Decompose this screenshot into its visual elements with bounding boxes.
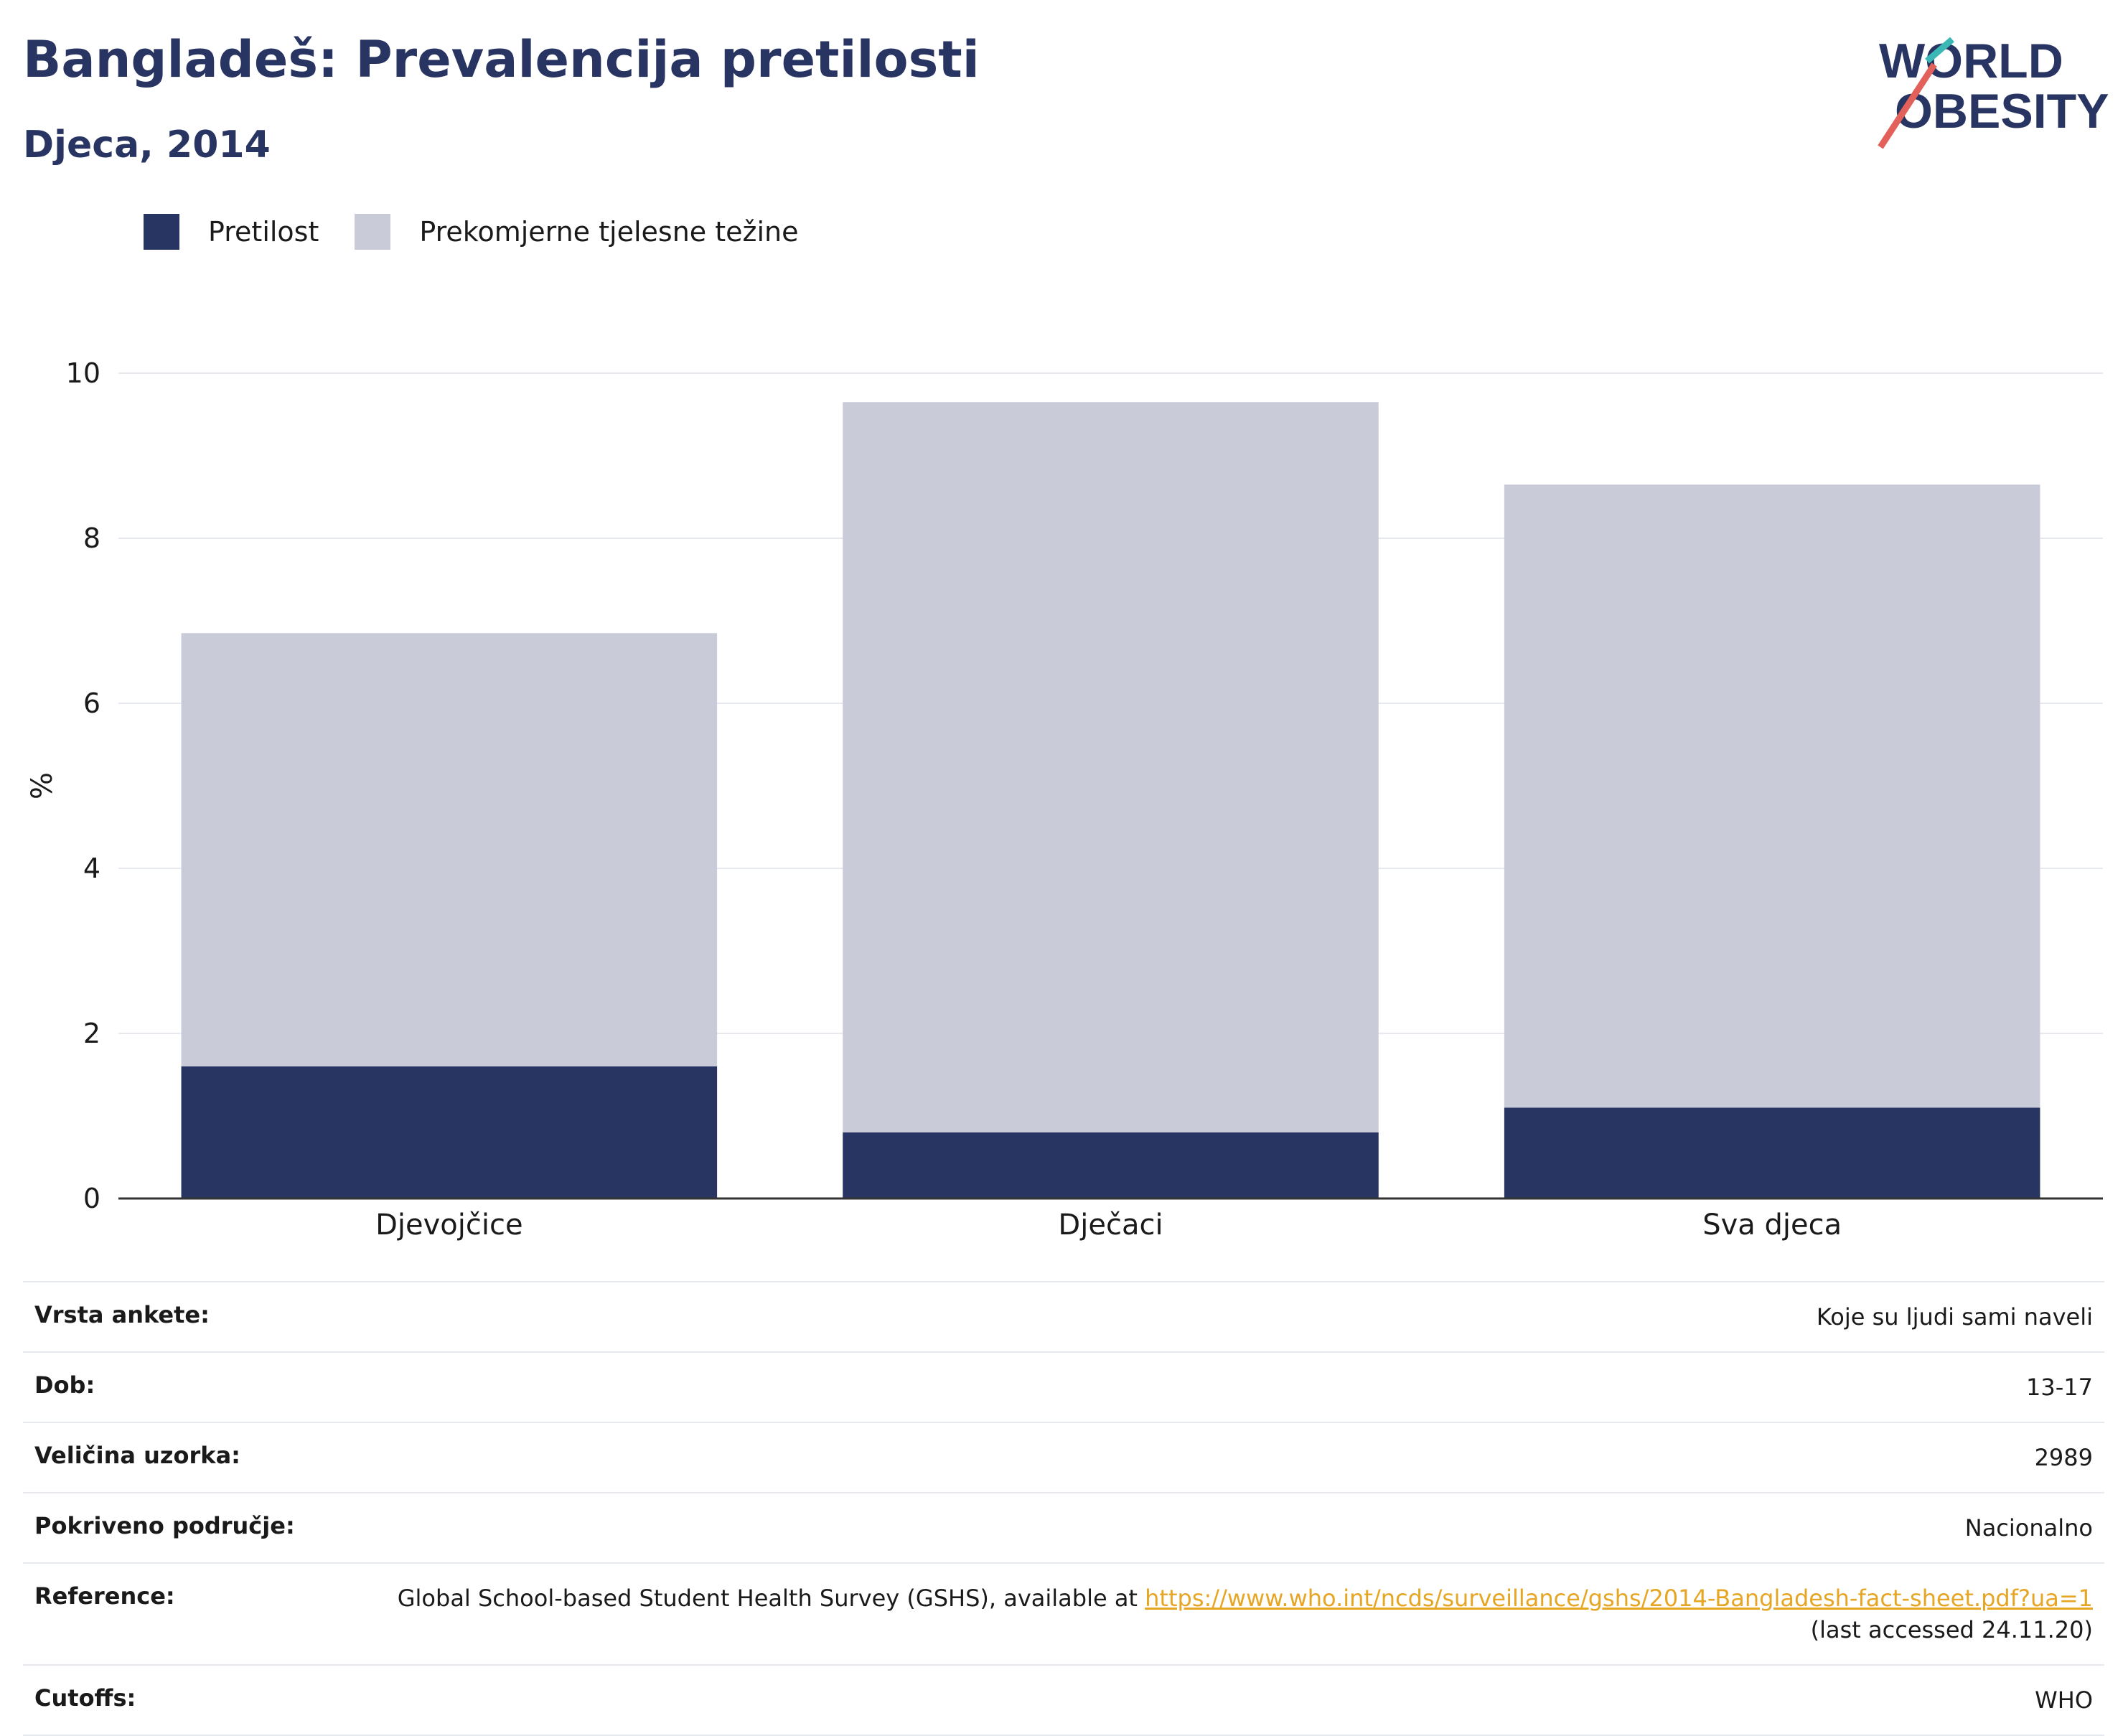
reference-suffix: (last accessed 24.11.20) [1810, 1616, 2093, 1643]
meta-key: Vrsta ankete: [34, 1301, 210, 1328]
meta-key: Pokriveno područje: [34, 1512, 295, 1539]
reference-link[interactable]: https://www.who.int/ncds/surveillance/gs… [1145, 1585, 2093, 1612]
meta-value: WHO [2035, 1686, 2093, 1714]
meta-key: Dob: [34, 1371, 95, 1399]
x-tick-label: Dječaci [1058, 1209, 1163, 1242]
page-subtitle: Djeca, 2014 [23, 123, 271, 166]
meta-value: Global School-based Student Health Surve… [333, 1563, 2104, 1665]
meta-value: Nacionalno [1964, 1514, 2093, 1542]
table-row: Cutoffs: WHO [23, 1665, 2104, 1735]
meta-value: Koje su ljudi sami naveli [1816, 1303, 2093, 1331]
legend-swatch-obesity [144, 214, 179, 250]
table-row: Veličina uzorka: 2989 [23, 1422, 2104, 1493]
meta-key: Reference: [34, 1582, 175, 1610]
x-tick-label: Sva djeca [1702, 1209, 1842, 1242]
table-row: Vrsta ankete: Koje su ljudi sami naveli [23, 1282, 2104, 1352]
legend: Pretilost Prekomjerne tjelesne težine [144, 214, 835, 250]
table-row: Pokriveno područje: Nacionalno [23, 1493, 2104, 1563]
bar-overweight [1504, 484, 2040, 1108]
y-tick-label: 10 [66, 357, 100, 389]
bar-obesity [1504, 1107, 2040, 1198]
page-title: Bangladeš: Prevalencija pretilosti [23, 30, 980, 89]
meta-key: Veličina uzorka: [34, 1442, 240, 1469]
legend-label-overweight: Prekomjerne tjelesne težine [419, 216, 799, 248]
y-tick-label: 2 [83, 1018, 100, 1049]
legend-item-overweight[interactable]: Prekomjerne tjelesne težine [355, 214, 799, 250]
bar-overweight [843, 402, 1379, 1132]
bar-overweight [181, 633, 718, 1066]
x-tick-label: Djevojčice [375, 1209, 523, 1242]
meta-value: 13-17 [2026, 1374, 2093, 1401]
bar-obesity [843, 1132, 1379, 1198]
y-tick-label: 0 [83, 1183, 100, 1214]
y-axis-label: % [26, 772, 59, 799]
legend-swatch-overweight [355, 214, 391, 250]
y-tick-label: 8 [83, 522, 100, 554]
bar-chart: 0 2 4 6 8 10% Djevojčice Dječaci Sva djeca [26, 357, 2103, 1242]
logo-line1: WORLD [1879, 34, 2063, 88]
y-tick-label: 6 [83, 688, 100, 719]
logo-line2: OBESITY [1895, 84, 2109, 139]
metadata-table: Vrsta ankete: Koje su ljudi sami naveli … [23, 1281, 2104, 1736]
meta-value: 2989 [2034, 1444, 2093, 1471]
table-row: Dob: 13-17 [23, 1352, 2104, 1422]
bar-obesity [181, 1066, 718, 1198]
world-obesity-logo: WORLD OBESITY [1878, 34, 2109, 149]
meta-key: Cutoffs: [34, 1684, 136, 1712]
table-row: Reference: Global School-based Student H… [23, 1563, 2104, 1665]
legend-label-obesity: Pretilost [208, 216, 319, 248]
y-tick-label: 4 [83, 853, 100, 884]
legend-item-obesity[interactable]: Pretilost [144, 214, 319, 250]
reference-prefix: Global School-based Student Health Surve… [397, 1585, 1145, 1612]
